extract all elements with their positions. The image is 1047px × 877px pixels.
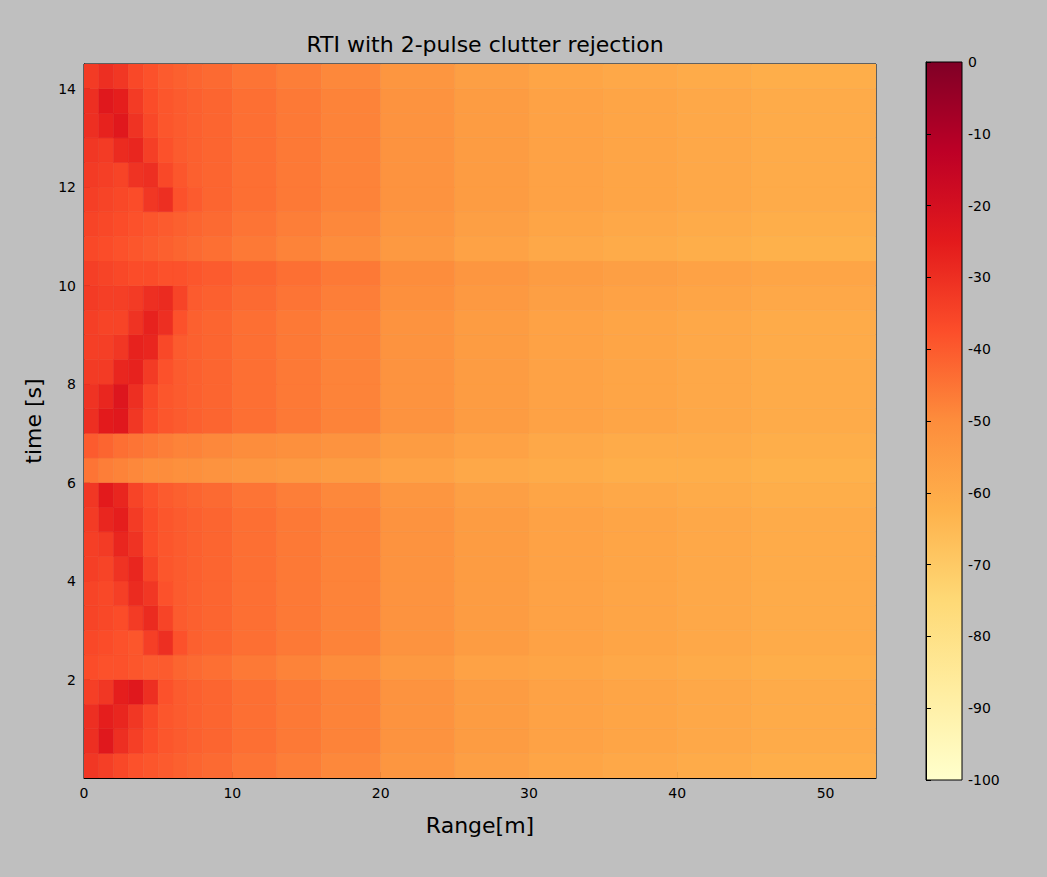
- svg-text:30: 30: [520, 785, 538, 801]
- svg-text:-90: -90: [968, 700, 991, 716]
- svg-text:8: 8: [67, 376, 76, 392]
- svg-text:20: 20: [372, 785, 390, 801]
- svg-text:RTI with 2-pulse clutter rejec: RTI with 2-pulse clutter rejection: [306, 32, 663, 57]
- svg-text:10: 10: [223, 785, 241, 801]
- svg-text:4: 4: [67, 573, 76, 589]
- svg-text:-80: -80: [968, 628, 991, 644]
- svg-text:50: 50: [817, 785, 835, 801]
- svg-text:Range[m]: Range[m]: [426, 813, 534, 838]
- svg-text:40: 40: [668, 785, 686, 801]
- svg-text:6: 6: [67, 475, 76, 491]
- svg-text:14: 14: [58, 81, 76, 97]
- svg-text:time [s]: time [s]: [21, 378, 46, 463]
- svg-text:-50: -50: [968, 413, 991, 429]
- svg-text:0: 0: [968, 54, 977, 70]
- svg-text:-70: -70: [968, 557, 991, 573]
- svg-text:-20: -20: [968, 198, 991, 214]
- svg-text:2: 2: [67, 672, 76, 688]
- svg-text:-40: -40: [968, 341, 991, 357]
- svg-text:-10: -10: [968, 126, 991, 142]
- svg-text:12: 12: [58, 179, 76, 195]
- svg-text:10: 10: [58, 278, 76, 294]
- svg-text:-30: -30: [968, 269, 991, 285]
- svg-text:-100: -100: [968, 772, 1000, 788]
- svg-text:0: 0: [80, 785, 89, 801]
- svg-text:-60: -60: [968, 485, 991, 501]
